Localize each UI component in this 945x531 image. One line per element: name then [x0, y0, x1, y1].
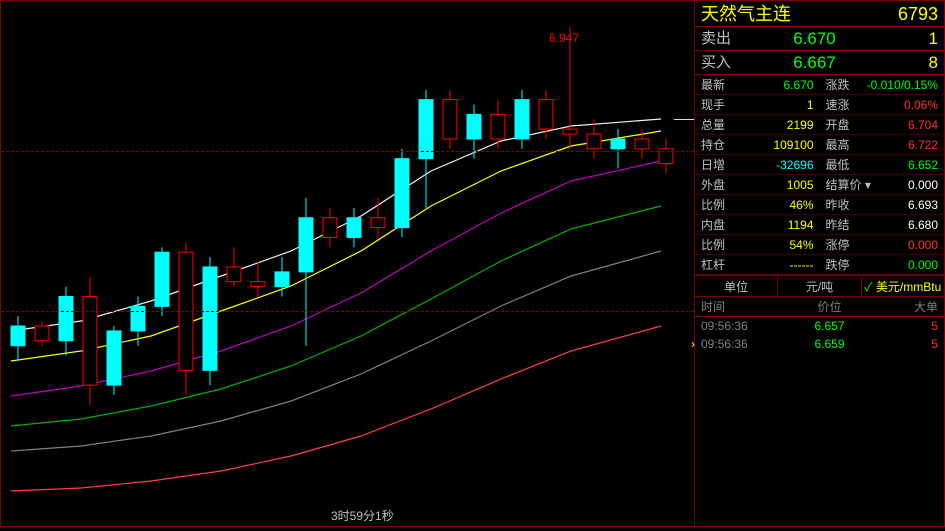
stats-grid: 最新6.670涨跌-0.010/0.15%现手1速涨0.06%总量2199开盘6…	[695, 75, 944, 275]
unit-selector: 单位 元/吨 ✓ 美元/mmBtu	[695, 275, 944, 297]
stat-cell: 外盘1005	[695, 175, 820, 195]
tick-row: ›09:56:366.6595	[695, 335, 944, 353]
sell-qty: 1	[878, 27, 938, 50]
sell-label: 卖出	[701, 27, 751, 50]
price-gridline	[1, 311, 694, 312]
stat-cell: 结算价 ▾0.000	[820, 175, 945, 195]
stat-cell: 开盘6.704	[820, 115, 945, 135]
stat-cell: 最新6.670	[695, 75, 820, 95]
col-time: 时间	[701, 297, 771, 316]
instrument-name: 天然气主连	[701, 4, 791, 24]
buy-label: 买入	[701, 51, 751, 74]
last-price-marker	[674, 119, 694, 120]
candlestick-chart[interactable]: 6.947 3时59分1秒	[0, 0, 695, 527]
unit-label: 单位	[695, 276, 778, 296]
stat-cell: 总量2199	[695, 115, 820, 135]
stat-cell: 持仓109100	[695, 135, 820, 155]
price-gridline	[1, 151, 694, 152]
stat-cell: 昨收6.693	[820, 195, 945, 215]
stat-cell: 最高6.722	[820, 135, 945, 155]
stat-cell: 涨停0.000	[820, 235, 945, 255]
unit-cny[interactable]: 元/吨	[778, 276, 861, 296]
check-icon: ✓	[864, 280, 872, 294]
unit-usd[interactable]: ✓ 美元/mmBtu	[862, 276, 944, 296]
chart-svg	[1, 1, 696, 528]
stat-cell: 涨跌-0.010/0.15%	[820, 75, 945, 95]
stat-cell: 速涨0.06%	[820, 95, 945, 115]
tick-list: 09:56:366.6575›09:56:366.6595	[695, 317, 944, 353]
tick-header: 时间 价位 大单	[695, 297, 944, 317]
buy-price: 6.667	[751, 51, 878, 74]
peak-price-label: 6.947	[549, 31, 579, 45]
instrument-code: 6793	[898, 1, 938, 27]
stat-cell: 现手1	[695, 95, 820, 115]
stat-cell: 内盘1194	[695, 215, 820, 235]
stat-cell: 比例54%	[695, 235, 820, 255]
stat-cell: 比例46%	[695, 195, 820, 215]
stat-cell: 最低6.652	[820, 155, 945, 175]
stat-cell: 日增-32696	[695, 155, 820, 175]
tick-row: 09:56:366.6575	[695, 317, 944, 335]
col-price: 价位	[771, 297, 888, 316]
sell-price: 6.670	[751, 27, 878, 50]
stat-cell: 跌停0.000	[820, 255, 945, 275]
buy-qty: 8	[878, 51, 938, 74]
quote-panel: 天然气主连 6793 卖出 6.670 1 买入 6.667 8 最新6.670…	[695, 0, 945, 527]
stat-cell: 昨结6.680	[820, 215, 945, 235]
stat-cell: 杠杆------	[695, 255, 820, 275]
instrument-title: 天然气主连 6793	[695, 1, 944, 27]
buy-row[interactable]: 买入 6.667 8	[695, 51, 944, 75]
col-vol: 大单	[888, 297, 938, 316]
sell-row[interactable]: 卖出 6.670 1	[695, 27, 944, 51]
countdown-label: 3时59分1秒	[331, 507, 394, 524]
